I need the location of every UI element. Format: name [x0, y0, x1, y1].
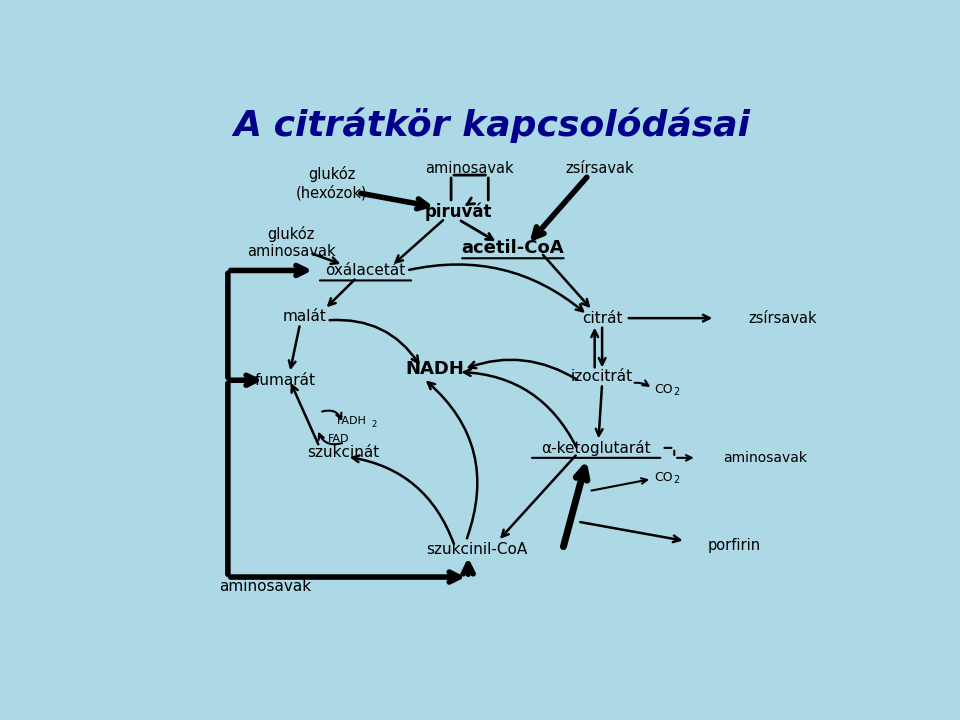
Text: FAD: FAD [328, 434, 349, 444]
Text: aminosavak: aminosavak [425, 161, 514, 176]
Text: porfirin: porfirin [708, 538, 761, 553]
Text: α-ketoglutarát: α-ketoglutarát [541, 440, 651, 456]
Text: A citrátkör kapcsolódásai: A citrátkör kapcsolódásai [233, 107, 751, 143]
Text: glukóz
aminosavak: glukóz aminosavak [247, 226, 335, 259]
Text: fumarát: fumarát [254, 373, 316, 388]
Text: piruvát: piruvát [424, 203, 492, 222]
Text: szukcinil-CoA: szukcinil-CoA [426, 542, 528, 557]
Text: malát: malát [282, 309, 326, 324]
Text: 2: 2 [673, 475, 679, 485]
Text: szukcinát: szukcinát [307, 445, 379, 460]
Text: glukóz
(hexózok): glukóz (hexózok) [297, 166, 368, 200]
Text: FADH: FADH [337, 416, 367, 426]
Text: NADH: NADH [405, 360, 464, 378]
Text: zsírsavak: zsírsavak [749, 310, 817, 325]
Text: zsírsavak: zsírsavak [565, 161, 635, 176]
Text: 2: 2 [673, 387, 679, 397]
Text: acetil-CoA: acetil-CoA [462, 239, 564, 257]
Text: izocitrát: izocitrát [571, 369, 634, 384]
Text: aminosavak: aminosavak [219, 579, 311, 594]
Text: 2: 2 [372, 420, 376, 428]
Text: CO: CO [654, 383, 673, 396]
Text: CO: CO [654, 471, 673, 484]
Text: oxálacetát: oxálacetát [325, 263, 406, 278]
Text: aminosavak: aminosavak [723, 451, 806, 465]
Text: citrát: citrát [582, 310, 622, 325]
